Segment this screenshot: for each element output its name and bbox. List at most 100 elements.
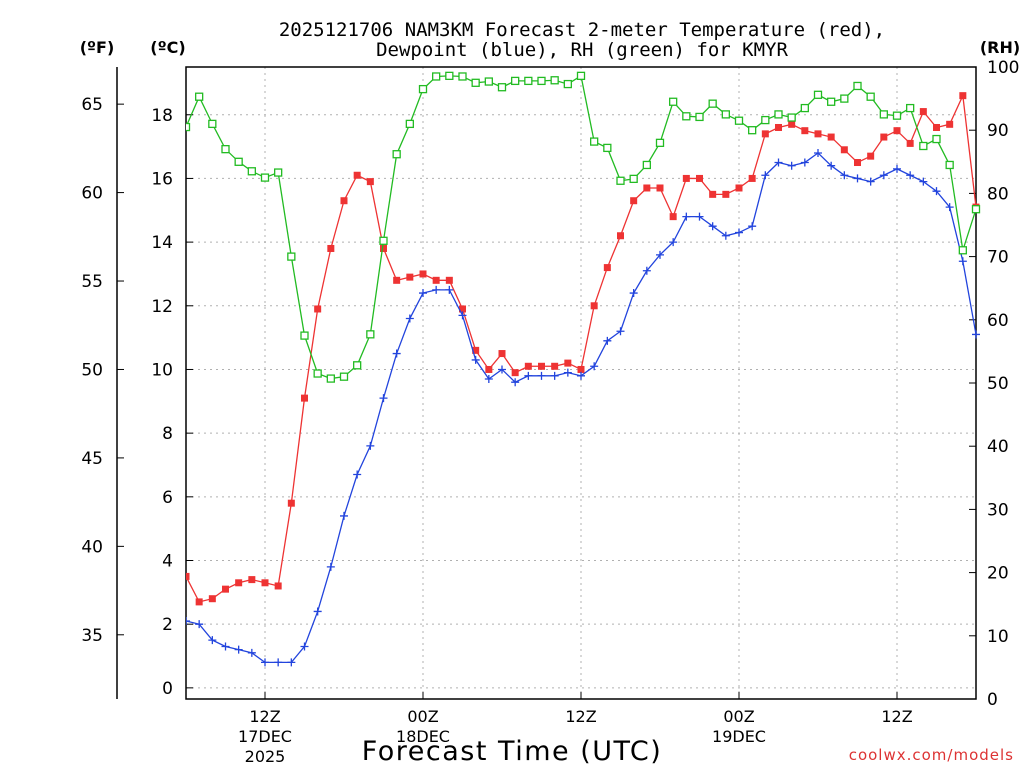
temperature-point — [827, 133, 835, 141]
temperature-point — [603, 264, 611, 272]
fahrenheit-tick-label: 55 — [81, 272, 103, 292]
dewpoint-point — [379, 394, 388, 403]
x-tick-label: 12Z — [249, 707, 280, 726]
temperature-point — [656, 184, 664, 192]
rh-tick-label: 90 — [987, 121, 1009, 141]
temperature-point — [630, 197, 638, 205]
dewpoint-point — [313, 607, 322, 616]
temperature-point — [919, 108, 927, 116]
x-tick-label: 12Z — [881, 707, 912, 726]
dewpoint-point — [629, 289, 638, 298]
rh-point — [590, 137, 599, 146]
temperature-point — [195, 598, 203, 606]
temperature-point — [551, 362, 559, 370]
temperature-series — [186, 92, 980, 606]
celsius-tick-label: 10 — [151, 360, 173, 380]
rh-tick-label: 80 — [987, 184, 1009, 204]
temperature-point — [432, 276, 440, 284]
credit-link[interactable]: coolwx.com/models — [849, 746, 1014, 764]
dewpoint-point — [186, 616, 190, 625]
temperature-point — [538, 362, 545, 370]
celsius-tick-label: 14 — [151, 233, 173, 253]
rh-point — [221, 145, 230, 154]
rh-point — [840, 94, 849, 103]
rh-point — [892, 111, 902, 120]
rh-point — [603, 143, 612, 153]
rh-point — [853, 81, 862, 91]
celsius-unit-label: (ºC) — [150, 38, 185, 57]
fahrenheit-tick-label: 35 — [81, 626, 103, 646]
fahrenheit-tick-label: 40 — [81, 537, 103, 557]
dewpoint-point — [787, 161, 796, 170]
dewpoint-point — [748, 222, 757, 231]
rh-point — [813, 90, 823, 99]
dewpoint-point — [550, 371, 559, 380]
rh-point — [392, 150, 401, 159]
rh-point — [734, 116, 744, 125]
dewpoint-point — [261, 658, 269, 667]
rh-point — [669, 97, 678, 106]
temperature-point — [893, 127, 901, 135]
temperature-point — [682, 174, 690, 182]
temperature-point — [459, 305, 466, 313]
rh-point — [616, 176, 625, 185]
temperature-point — [696, 174, 703, 182]
rh-point — [458, 72, 467, 81]
rh-tick-label: 0 — [987, 690, 998, 710]
temperature-point — [577, 365, 585, 373]
rh-tick-label: 10 — [987, 627, 1009, 647]
dewpoint-point — [814, 148, 822, 157]
temperature-point — [301, 394, 308, 402]
dewpoint-point — [669, 238, 678, 247]
dewpoint-point — [919, 177, 928, 186]
x-tick-label: 12Z — [565, 707, 596, 726]
rh-point — [721, 110, 730, 119]
dewpoint-point — [432, 285, 441, 294]
temperature-point — [366, 178, 374, 186]
rh-point — [748, 126, 757, 135]
dewpoint-point — [524, 371, 533, 380]
temperature-point — [814, 130, 822, 138]
rh-point — [906, 103, 915, 113]
dewpoint-point — [419, 289, 427, 298]
x-tick-label: 00Z — [407, 707, 438, 726]
chart-title-line1: 2025121706 NAM3KM Forecast 2-meter Tempe… — [279, 19, 885, 41]
rh-point — [366, 330, 375, 339]
temperature-point — [617, 232, 624, 240]
rh-point — [695, 112, 704, 122]
rh-tick-label: 40 — [987, 437, 1009, 457]
rh-point — [682, 112, 691, 121]
temperature-point — [840, 146, 848, 154]
dewpoint-point — [656, 250, 664, 259]
dewpoint-point — [195, 620, 204, 629]
rh-tick-label: 50 — [987, 374, 1009, 394]
celsius-tick-label: 4 — [162, 552, 173, 572]
temperature-point — [933, 123, 940, 131]
rh-point — [326, 374, 335, 383]
dewpoint-point — [893, 164, 901, 173]
temperature-point — [590, 302, 598, 310]
dewpoint-point — [221, 642, 230, 651]
temperature-point — [261, 579, 269, 587]
temperature-point — [340, 197, 348, 205]
temperature-point — [380, 244, 387, 252]
rh-point — [339, 372, 349, 381]
rh-point — [866, 92, 875, 101]
temperature-point — [472, 346, 480, 354]
dewpoint-point — [274, 658, 283, 667]
rh-point — [761, 115, 770, 125]
dewpoint-point — [287, 658, 296, 667]
dewpoint-point — [590, 362, 599, 371]
x-tick-label-date: 17DEC — [238, 727, 292, 746]
rh-point — [537, 76, 546, 86]
temperature-point — [788, 120, 796, 128]
dewpoint-point — [563, 368, 572, 377]
temperature-point — [327, 244, 335, 252]
rh-point — [787, 113, 796, 122]
rh-point — [550, 76, 559, 85]
dewpoint-point — [537, 371, 546, 380]
temperature-point — [498, 350, 506, 358]
dewpoint-point — [721, 231, 730, 240]
celsius-tick-label: 18 — [151, 106, 173, 126]
temperature-point — [235, 579, 243, 587]
